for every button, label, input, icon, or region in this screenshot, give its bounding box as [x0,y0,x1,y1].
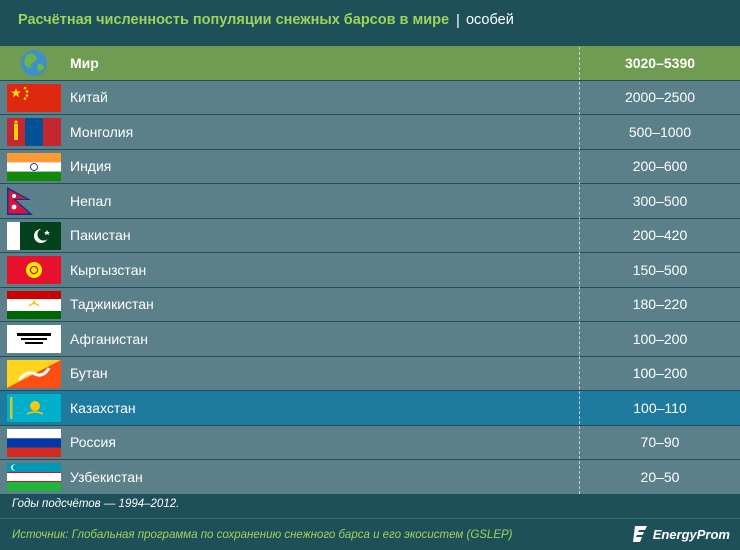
table-row: Непал 300–500 [0,183,740,218]
flag-nepal-icon [7,187,61,215]
table-row: Бутан 100–200 [0,355,740,390]
table-row: Индия 200–600 [0,148,740,183]
flag-mongolia-icon [7,118,61,146]
column-divider [579,47,580,494]
population-value: 100–110 [633,399,687,416]
table-row-world: Мир 3020–5390 [0,45,740,80]
country-name: Непал [70,192,112,209]
country-name: Мир [70,54,99,71]
table-row: Афганистан 100–200 [0,321,740,356]
table-row: Кыргызстан 150–500 [0,252,740,287]
country-name: Бутан [70,365,108,382]
population-value: 70–90 [640,434,680,451]
country-name: Монголия [70,123,134,140]
flag-tajikistan-icon [7,290,61,319]
globe-icon [7,49,61,77]
population-value: 300–500 [632,192,688,209]
flag-afghanistan-icon [7,325,61,353]
table-row: Узбекистан 20–50 [0,459,740,494]
population-value: 150–500 [632,261,688,278]
flag-kazakhstan-icon [7,394,61,422]
chart-title-main: Расчётная численность популяции снежных … [18,12,450,28]
flag-china-icon [7,83,61,112]
population-value: 500–1000 [628,123,692,140]
country-name: Казахстан [70,399,136,416]
population-value: 2000–2500 [624,89,696,106]
flag-pakistan-icon [7,221,61,250]
population-value: 3020–5390 [624,54,696,71]
country-name: Узбекистан [70,468,143,485]
flag-uzbekistan-icon [7,463,61,491]
table-row: Пакистан 200–420 [0,217,740,252]
chart-unit: особей [465,12,514,28]
table-row: Россия 70–90 [0,424,740,459]
footer: Источник: Глобальная программа по сохран… [0,518,740,550]
title-separator: | [456,11,460,29]
flag-kyrgyzstan-icon [7,256,61,284]
flag-bhutan-icon [7,359,61,388]
table-row: Монголия 500–1000 [0,114,740,149]
country-name: Китай [70,89,108,106]
country-name: Таджикистан [70,296,154,313]
table-row: Казахстан 100–110 [0,390,740,425]
energyprom-logo-icon [632,526,647,542]
population-value: 180–220 [632,296,688,313]
population-table: Мир 3020–5390 Китай 2000–2500 Монголия 500–10… [0,45,740,494]
country-name: Индия [70,158,112,175]
table-row: Китай 2000–2500 [0,79,740,114]
population-value: 100–200 [632,330,688,347]
chart-title: Расчётная численность популяции снежных … [0,0,740,40]
brand-name: EnergyProm [652,526,730,542]
flag-india-icon [7,152,61,181]
country-name: Афганистан [70,330,148,347]
country-name: Пакистан [70,227,131,244]
country-name: Россия [70,434,116,451]
source-text: Источник: Глобальная программа по сохран… [12,529,513,541]
population-value: 20–50 [640,468,680,485]
brand-logo: EnergyProm [632,525,730,543]
survey-years-note: Годы подсчётов — 1994–2012. [12,498,180,510]
country-name: Кыргызстан [70,261,147,278]
population-value: 200–420 [632,227,688,244]
flag-russia-icon [7,428,61,457]
population-value: 200–600 [632,158,688,175]
table-row: Таджикистан 180–220 [0,286,740,321]
population-value: 100–200 [632,365,688,382]
